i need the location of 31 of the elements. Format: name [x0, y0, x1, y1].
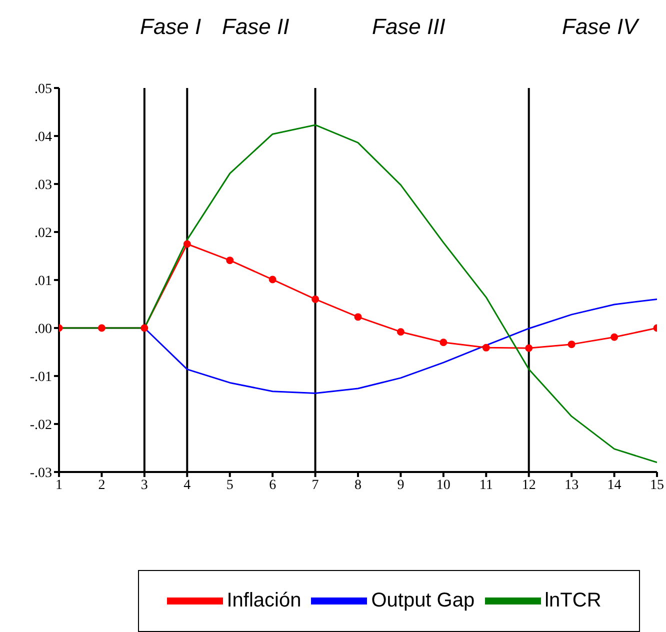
x-tick-label: 11 — [479, 478, 493, 493]
y-tick-label: .01 — [34, 274, 52, 289]
y-tick-label: -.01 — [30, 370, 52, 385]
x-tick-label: 14 — [607, 478, 622, 493]
text: Fase II — [222, 14, 290, 40]
x-tick-label: 2 — [98, 478, 106, 493]
x-tick-label: 7 — [312, 478, 319, 493]
x-tick-label: 4 — [184, 478, 191, 493]
legend-label: lnTCR — [544, 589, 602, 612]
text: Fase IV — [562, 14, 638, 40]
x-tick-label: 8 — [354, 478, 362, 493]
x-tick-label: 12 — [522, 478, 536, 493]
x-tick-label: 15 — [650, 478, 664, 493]
legend-label: Output Gap — [371, 589, 475, 612]
legend-label: Inflación — [226, 589, 302, 612]
x-tick-label: 3 — [140, 478, 148, 493]
x-tick-label: 10 — [436, 478, 450, 493]
y-tick-label: .00 — [34, 322, 52, 337]
y-tick-label: .02 — [34, 226, 52, 241]
x-tick-label: 1 — [56, 478, 62, 493]
y-tick-label: -.03 — [30, 466, 52, 481]
y-tick-label: .05 — [34, 82, 52, 97]
text: Fase I — [140, 14, 202, 40]
y-tick-label: .04 — [34, 130, 52, 145]
x-tick-label: 6 — [269, 478, 276, 493]
x-tick-label: 5 — [226, 478, 234, 493]
text: Fase III — [372, 14, 446, 40]
x-tick-label: 13 — [564, 478, 579, 493]
x-tick-label: 9 — [397, 478, 404, 493]
y-tick-label: -.02 — [30, 418, 52, 433]
y-tick-label: .03 — [34, 178, 52, 193]
